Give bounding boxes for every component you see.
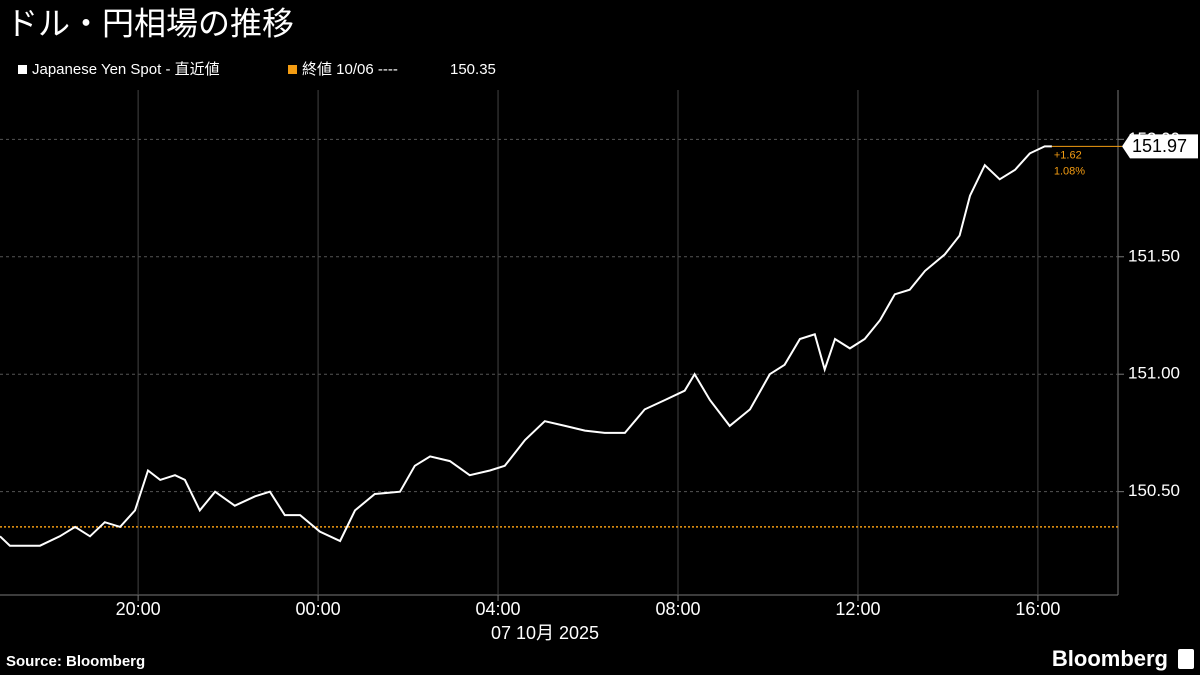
brand-icon [1178,649,1194,669]
x-tick-label: 12:00 [835,599,880,619]
y-tick-label: 150.50 [1128,481,1180,500]
legend-value: 150.35 [450,61,496,78]
x-tick-label: 04:00 [476,599,521,619]
legend-label: 終値 10/06 ---- [302,61,398,78]
x-tick-label: 08:00 [655,599,700,619]
legend-swatch [18,65,27,74]
x-tick-label: 20:00 [116,599,161,619]
y-tick-label: 151.50 [1128,246,1180,265]
last-value-label: 151.97 [1132,136,1187,156]
brand: Bloomberg [1052,646,1168,671]
source: Source: Bloomberg [6,653,145,670]
x-tick-label: 00:00 [296,599,341,619]
last-value-box [1122,134,1198,159]
date-label: 07 10月 2025 [491,623,599,643]
y-tick-label: 151.00 [1128,364,1180,383]
legend-label: Japanese Yen Spot - 直近値 [32,61,220,78]
x-tick-label: 16:00 [1015,599,1060,619]
series-line [0,145,1052,547]
change-pct-label: 1.08% [1054,165,1085,177]
legend-swatch [288,65,297,74]
change-label: +1.62 [1054,149,1082,161]
chart-title: ドル・円相場の推移 [6,5,294,41]
